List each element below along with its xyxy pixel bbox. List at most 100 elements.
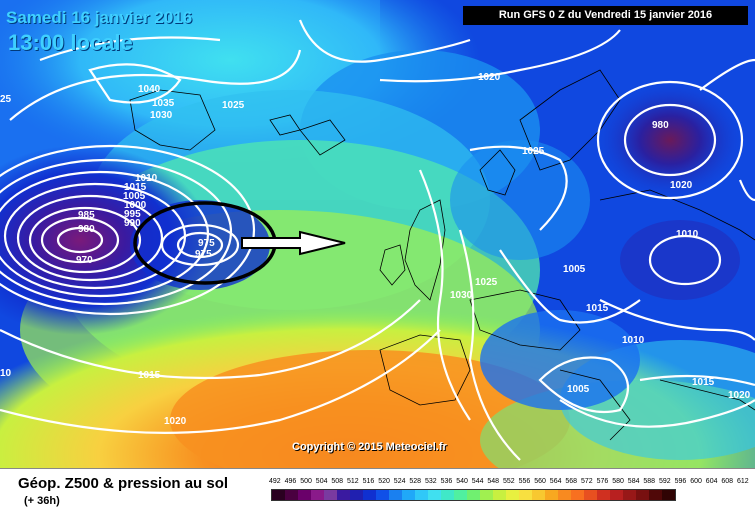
scale-tick-label: 528 <box>409 478 422 485</box>
date-title: Samedi 16 janvier 2016 <box>6 8 193 27</box>
scale-tick-label: 580 <box>612 478 624 485</box>
pressure-label: 1035 <box>152 98 175 109</box>
scale-swatch <box>480 490 493 500</box>
scale-tick-label: 576 <box>596 478 609 485</box>
pressure-label: 1010 <box>676 229 699 240</box>
pressure-label: 1015 <box>586 303 609 314</box>
scale-swatch <box>389 490 402 500</box>
scale-tick-label: 592 <box>659 478 671 485</box>
scale-swatch <box>584 490 597 500</box>
arrow-annotation <box>241 230 346 256</box>
pressure-label: 975 <box>198 238 215 249</box>
scale-swatch <box>415 490 428 500</box>
scale-swatch <box>493 490 506 500</box>
scale-swatch <box>506 490 519 500</box>
time-title: 13:00 locale <box>8 30 133 55</box>
color-scale <box>271 489 676 501</box>
scale-swatch <box>662 490 675 500</box>
scale-tick-label: 588 <box>643 478 656 485</box>
scale-tick-label: 520 <box>378 478 390 485</box>
scale-swatch <box>428 490 441 500</box>
scale-swatch <box>649 490 662 500</box>
scale-swatch <box>623 490 636 500</box>
scale-swatch <box>272 490 285 500</box>
pressure-label: 1010 <box>135 173 158 184</box>
scale-tick-label: 548 <box>487 478 500 485</box>
pressure-label: 10 <box>0 368 12 379</box>
pressure-label: 1005 <box>123 191 146 202</box>
scale-tick-label: 552 <box>503 478 515 485</box>
pressure-label: 1030 <box>150 110 173 121</box>
pressure-label: 1020 <box>670 180 693 191</box>
scale-swatch <box>467 490 480 500</box>
legend-subtitle: (+ 36h) <box>24 495 60 507</box>
scale-tick-label: 560 <box>534 478 546 485</box>
pressure-label: 1005 <box>567 384 590 395</box>
pressure-label: 1020 <box>164 416 187 427</box>
pressure-label: 1000 <box>124 200 147 211</box>
scale-tick-label: 492 <box>269 478 281 485</box>
pressure-label: 1015 <box>692 377 715 388</box>
scale-swatch <box>597 490 610 500</box>
scale-swatch <box>636 490 649 500</box>
scale-swatch <box>454 490 467 500</box>
scale-tick-label: 564 <box>549 478 562 485</box>
pressure-label: 1020 <box>728 390 751 401</box>
scale-tick-label: 516 <box>362 478 375 485</box>
pressure-label: 1005 <box>563 264 586 275</box>
scale-tick-label: 544 <box>471 478 484 485</box>
scale-tick-label: 536 <box>440 478 453 485</box>
scale-tick-label: 572 <box>581 478 593 485</box>
scale-swatch <box>337 490 350 500</box>
scale-tick-label: 568 <box>565 478 578 485</box>
pressure-label: 970 <box>76 255 93 266</box>
scale-swatch <box>558 490 571 500</box>
scale-swatch <box>350 490 363 500</box>
legend: Géop. Z500 & pression au sol (+ 36h) 492… <box>0 468 755 526</box>
run-info: Run GFS 0 Z du Vendredi 15 janvier 2016 <box>463 6 748 25</box>
scale-swatch <box>545 490 558 500</box>
pressure-label: 975 <box>195 249 212 260</box>
scale-swatch <box>285 490 298 500</box>
copyright: Copyright © 2015 Meteociel.fr <box>292 441 447 453</box>
pressure-label: 1015 <box>124 182 147 193</box>
scale-tick-label: 584 <box>627 478 640 485</box>
scale-tick-label: 596 <box>674 478 687 485</box>
scale-tick-label: 512 <box>347 478 359 485</box>
scale-swatch <box>402 490 415 500</box>
scale-tick-label: 604 <box>705 478 718 485</box>
pressure-label: 1030 <box>450 290 473 301</box>
scale-tick-label: 532 <box>425 478 437 485</box>
legend-title: Géop. Z500 & pression au sol <box>18 475 229 492</box>
pressure-label: 1010 <box>622 335 645 346</box>
scale-swatch <box>519 490 532 500</box>
scale-tick-label: 608 <box>721 478 734 485</box>
scale-swatch <box>532 490 545 500</box>
pressure-label: 985 <box>78 210 95 221</box>
pressure-label: 1025 <box>222 100 245 111</box>
scale-tick-label: 600 <box>690 478 702 485</box>
pressure-label: 1015 <box>138 370 161 381</box>
scale-tick-label: 540 <box>456 478 468 485</box>
scale-tick-label: 556 <box>518 478 531 485</box>
pressure-label: 25 <box>0 94 12 105</box>
scale-tick-label: 496 <box>284 478 297 485</box>
scale-swatch <box>311 490 324 500</box>
scale-swatch <box>324 490 337 500</box>
scale-tick-label: 504 <box>315 478 328 485</box>
pressure-label: 990 <box>124 218 141 229</box>
scale-swatch <box>376 490 389 500</box>
scale-swatch <box>610 490 623 500</box>
map-graphic: 2510401035103010251020102510101015100510… <box>0 0 755 468</box>
pressure-label: 1040 <box>138 84 161 95</box>
pressure-map: 25 1040 1035 1030 1025 1020 1025 1010 1015 1005 10… <box>0 0 755 468</box>
scale-tick-label: 508 <box>331 478 344 485</box>
scale-tick-label: 612 <box>737 478 749 485</box>
scale-swatch <box>571 490 584 500</box>
scale-tick-label: 500 <box>300 478 312 485</box>
pressure-labels: 2510401035103010251020102510101015100510… <box>0 72 751 427</box>
pressure-label: 980 <box>78 224 95 235</box>
isobars <box>0 19 755 461</box>
pressure-label: 1025 <box>475 277 498 288</box>
